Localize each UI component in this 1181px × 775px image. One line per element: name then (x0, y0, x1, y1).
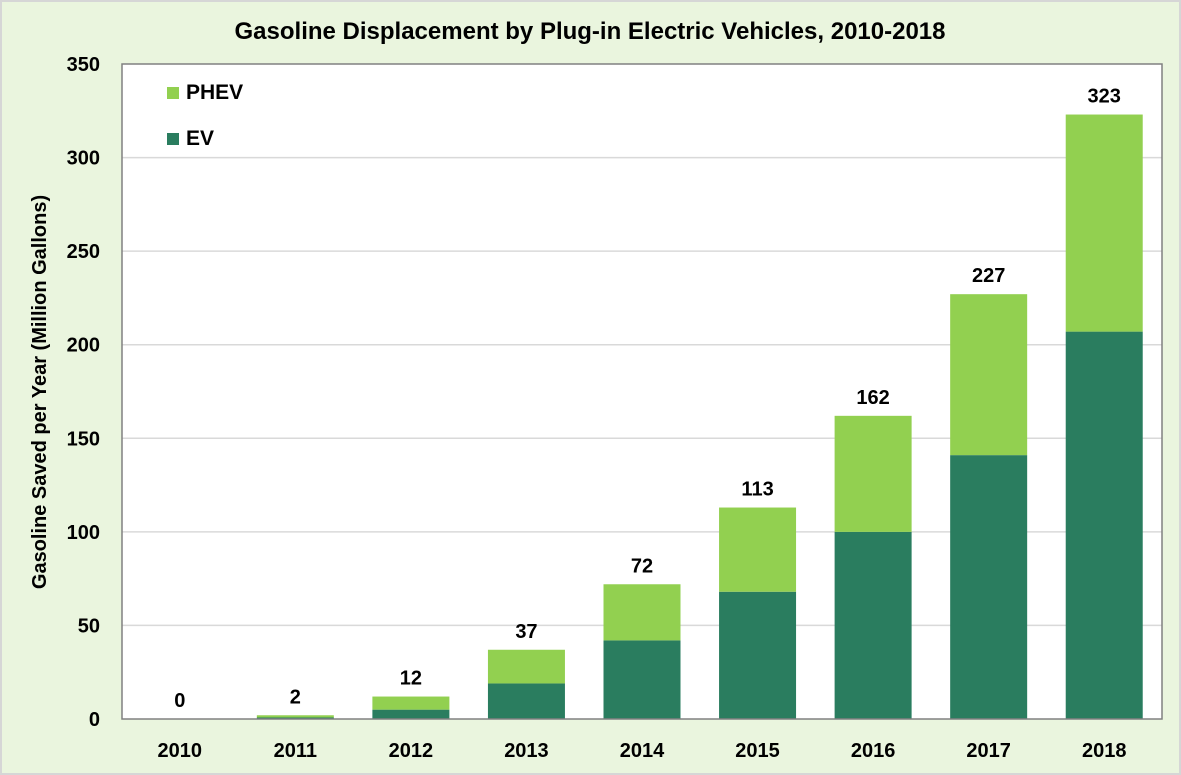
legend-label: EV (186, 127, 214, 150)
y-tick-label: 300 (67, 148, 100, 170)
x-tick-label: 2017 (966, 740, 1011, 762)
total-label: 162 (856, 387, 889, 409)
bar-phev-2015 (719, 507, 797, 592)
total-label: 0 (174, 690, 185, 712)
x-tick-label: 2010 (158, 740, 203, 762)
y-tick-label: 350 (67, 54, 100, 76)
bar-ev-2013 (487, 683, 565, 719)
bar-phev-2014 (603, 584, 681, 641)
legend-swatch (167, 133, 179, 145)
y-axis-label: Gasoline Saved per Year (Million Gallons… (29, 195, 51, 589)
bar-stack-2012 (372, 696, 450, 719)
y-tick-label: 150 (67, 428, 100, 450)
legend: PHEV EV (167, 81, 243, 150)
total-label: 323 (1088, 86, 1121, 108)
legend-item-phev: PHEV (167, 81, 243, 104)
bar-stack-2016 (834, 415, 912, 719)
bar-phev-2017 (950, 294, 1028, 456)
bar-ev-2014 (603, 640, 681, 719)
x-tick-label: 2018 (1082, 740, 1127, 762)
y-axis-ticks: 0 50 100 150 200 250 300 350 (67, 54, 100, 731)
legend-label: PHEV (186, 81, 243, 104)
bar-ev-2015 (719, 591, 797, 719)
total-label: 113 (741, 479, 773, 501)
bar-stack-2017 (950, 294, 1028, 719)
total-label: 227 (972, 265, 1005, 287)
bar-phev-2013 (487, 649, 565, 684)
x-tick-label: 2012 (389, 740, 434, 762)
x-axis-ticks: 2010 2011 2012 2013 2014 2015 2016 2017 2018 (158, 740, 1127, 762)
bar-ev-2016 (834, 531, 912, 719)
y-tick-label: 100 (67, 522, 100, 544)
x-tick-label: 2013 (504, 740, 549, 762)
bar-phev-2016 (834, 415, 912, 532)
total-label: 2 (290, 686, 301, 708)
bar-phev-2018 (1065, 114, 1143, 332)
bar-stack-2013 (487, 649, 565, 719)
x-tick-label: 2015 (735, 740, 780, 762)
bar-ev-2017 (950, 455, 1028, 719)
x-tick-label: 2016 (851, 740, 896, 762)
total-label: 72 (631, 555, 653, 577)
x-tick-label: 2014 (620, 740, 665, 762)
total-labels: 0 2 12 37 72 113 162 227 323 (174, 86, 1121, 712)
plot-border (121, 63, 1163, 720)
y-tick-label: 200 (67, 335, 100, 357)
legend-item-ev: EV (167, 127, 214, 150)
bar-phev-2012 (372, 696, 450, 710)
bar-ev-2018 (1065, 331, 1143, 719)
bars (256, 114, 1143, 719)
bar-ev-2012 (372, 709, 450, 719)
chart-title: Gasoline Displacement by Plug-in Electri… (235, 18, 946, 45)
y-tick-label: 250 (67, 241, 100, 263)
legend-swatch (167, 87, 179, 99)
bar-stack-2014 (603, 584, 681, 719)
x-tick-label: 2011 (274, 740, 317, 762)
bar-phev-2011 (256, 715, 334, 718)
y-tick-label: 50 (78, 615, 100, 637)
total-label: 12 (400, 668, 422, 690)
total-label: 37 (515, 621, 537, 643)
y-tick-label: 0 (89, 709, 100, 731)
bar-stack-2015 (719, 507, 797, 719)
bar-stack-2018 (1065, 114, 1143, 719)
